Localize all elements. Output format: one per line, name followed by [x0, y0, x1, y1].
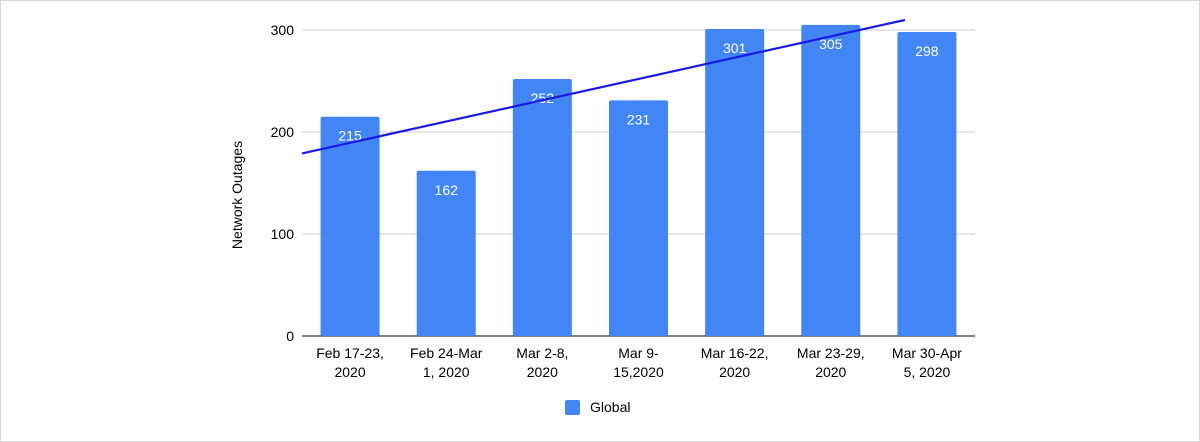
- legend-label-global: Global: [590, 399, 630, 415]
- data-label: 298: [915, 43, 939, 59]
- bar: [897, 32, 957, 336]
- x-tick-label: Feb 17-23, 2020: [316, 345, 384, 380]
- legend-swatch-global: [565, 400, 580, 415]
- legend: Global: [565, 399, 630, 415]
- trendline-line: [301, 18, 906, 155]
- y-axis-title: Network Outages: [229, 141, 245, 249]
- x-axis: Feb 17-23, 2020 Feb 24-Mar 1, 2020 Mar 2-8, 2…: [316, 345, 962, 380]
- bar: [609, 100, 668, 336]
- y-tick-label: 100: [271, 226, 295, 242]
- bar: [320, 116, 380, 336]
- data-label: 215: [338, 128, 362, 144]
- bar: [416, 170, 476, 336]
- y-tick-label: 300: [271, 22, 295, 38]
- bar: [705, 28, 765, 336]
- y-tick-label: 0: [286, 328, 294, 344]
- x-tick-label: Mar 30-Apr 5, 2020: [892, 345, 962, 380]
- x-tick-label: Mar 23-29, 2020: [797, 345, 865, 380]
- x-tick-label: Mar 9-15,2020: [613, 345, 664, 380]
- data-label: 231: [627, 111, 651, 127]
- y-tick-label: 200: [271, 124, 295, 140]
- trendline: [301, 18, 906, 155]
- y-axis: 0 100 200 300: [271, 22, 295, 344]
- bar: [512, 78, 572, 337]
- bars: [320, 24, 957, 337]
- x-tick-label: Mar 16-22, 2020: [701, 345, 769, 380]
- x-tick-label: Mar 2-8, 2020: [516, 345, 568, 380]
- x-tick-label: Feb 24-Mar 1, 2020: [410, 345, 483, 380]
- data-label: 305: [819, 36, 843, 52]
- data-label: 162: [435, 182, 459, 198]
- data-label: 301: [723, 40, 747, 56]
- bar: [801, 24, 861, 337]
